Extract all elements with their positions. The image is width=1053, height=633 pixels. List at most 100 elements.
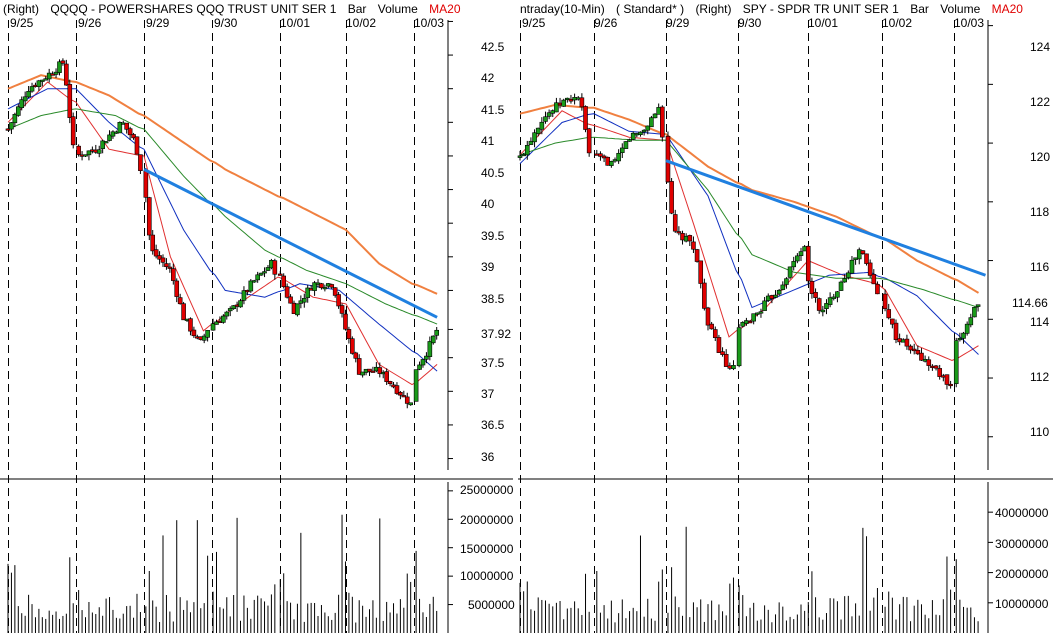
left-header-right: (Right) <box>3 2 40 16</box>
left-candle <box>174 280 180 297</box>
left-price-tick: 38.5 <box>481 292 505 306</box>
left-candle <box>131 134 136 139</box>
right-candle <box>712 329 718 338</box>
right-candle <box>660 106 665 138</box>
left-candle <box>343 313 348 330</box>
left-candle <box>356 358 362 375</box>
left-day-label: 9/26 <box>78 16 102 30</box>
right-candle <box>838 281 844 291</box>
left-candle <box>46 72 52 80</box>
right-last-price: 114.66 <box>1012 296 1048 310</box>
left-candle <box>53 71 59 75</box>
left-candle <box>420 359 426 366</box>
left-candle <box>430 335 436 344</box>
right-price-tick: 114 <box>1030 315 1050 329</box>
left-candle <box>332 287 338 296</box>
left-candle <box>83 154 88 157</box>
right-candle <box>645 125 651 131</box>
left-volume-tick: 15000000 <box>460 542 514 556</box>
right-candle <box>846 272 851 278</box>
right-day-label: 9/29 <box>666 16 690 30</box>
left-price-tick: 39 <box>481 260 495 274</box>
right-header-mode: ( Standard* ) <box>616 2 685 16</box>
left-candle <box>103 141 109 144</box>
right-header-right: (Right) <box>695 2 732 16</box>
left-candle <box>138 154 143 171</box>
left-day-label: 10/01 <box>280 16 311 30</box>
left-header-symbol: QQQQ - POWERSHARES QQQ TRUST UNIT SER 1 <box>50 2 337 16</box>
right-candle <box>665 135 671 183</box>
left-candle <box>188 318 193 332</box>
left-price-tick: 40 <box>481 197 495 211</box>
right-candle <box>798 251 804 256</box>
left-candle <box>417 364 422 370</box>
left-candle <box>424 355 429 360</box>
right-price-tick: 118 <box>1030 205 1050 219</box>
left-candle <box>64 63 69 86</box>
left-trendline <box>143 168 438 319</box>
right-price-tick: 116 <box>1030 260 1050 274</box>
right-candle <box>915 349 921 355</box>
left-price-tick: 42 <box>481 71 495 85</box>
right-candle <box>875 283 880 295</box>
right-candle <box>816 298 822 311</box>
left-candle <box>167 266 173 269</box>
right-candle <box>926 359 932 366</box>
right-candle <box>776 289 782 295</box>
right-candle <box>543 116 548 122</box>
right-candle <box>583 106 588 130</box>
right-candle <box>532 132 537 143</box>
right-moving-average-line <box>519 136 979 308</box>
right-candle <box>672 214 678 232</box>
left-price-tick: 41.5 <box>481 103 505 117</box>
left-candle <box>57 61 62 73</box>
right-moving-average-line <box>519 103 980 294</box>
left-candle <box>384 371 389 382</box>
right-candle <box>740 322 746 327</box>
right-candle <box>805 245 811 282</box>
right-candle <box>554 102 559 113</box>
right-candle <box>795 255 800 262</box>
left-candle <box>221 315 226 323</box>
right-candle <box>676 231 682 234</box>
left-candle <box>262 271 267 274</box>
right-candle <box>919 352 924 361</box>
left-candle <box>370 370 376 373</box>
left-candle <box>153 249 159 257</box>
left-candle <box>238 300 243 308</box>
left-header-volume: Volume <box>377 2 418 16</box>
right-day-label: 9/26 <box>594 16 618 30</box>
left-day-label: 9/30 <box>214 16 238 30</box>
left-candle <box>367 368 372 372</box>
left-candle <box>177 297 183 305</box>
left-candle <box>12 114 18 124</box>
right-candle <box>517 155 523 158</box>
left-price-tick: 39.5 <box>481 229 505 243</box>
right-candle <box>864 253 869 264</box>
left-candle <box>19 99 25 108</box>
right-candle <box>669 181 674 214</box>
right-candle <box>964 323 970 334</box>
left-candle <box>248 280 254 292</box>
right-candle <box>787 266 793 278</box>
right-price-tick: 110 <box>1030 425 1050 439</box>
right-header-ma: MA20 <box>991 2 1023 16</box>
left-header-ma: MA20 <box>429 2 461 16</box>
left-candle <box>107 134 112 141</box>
left-header: (Right) QQQQ - POWERSHARES QQQ TRUST UNI… <box>3 2 511 16</box>
right-candle <box>871 274 877 285</box>
left-candle <box>5 128 11 131</box>
right-candle <box>948 383 953 387</box>
right-candle <box>886 309 892 319</box>
right-header-symbol: SPY - SPDR TR UNIT SER 1 <box>742 2 899 16</box>
left-candle <box>408 402 413 406</box>
left-price-tick: 40.5 <box>481 166 505 180</box>
right-candle <box>736 327 742 367</box>
right-day-label: 10/02 <box>882 16 913 30</box>
right-candle <box>762 300 767 311</box>
right-day-label: 9/25 <box>522 16 546 30</box>
right-candle <box>968 317 974 326</box>
right-candle <box>535 127 541 135</box>
right-candle <box>579 97 585 108</box>
right-volume-tick: 30000000 <box>995 537 1049 551</box>
